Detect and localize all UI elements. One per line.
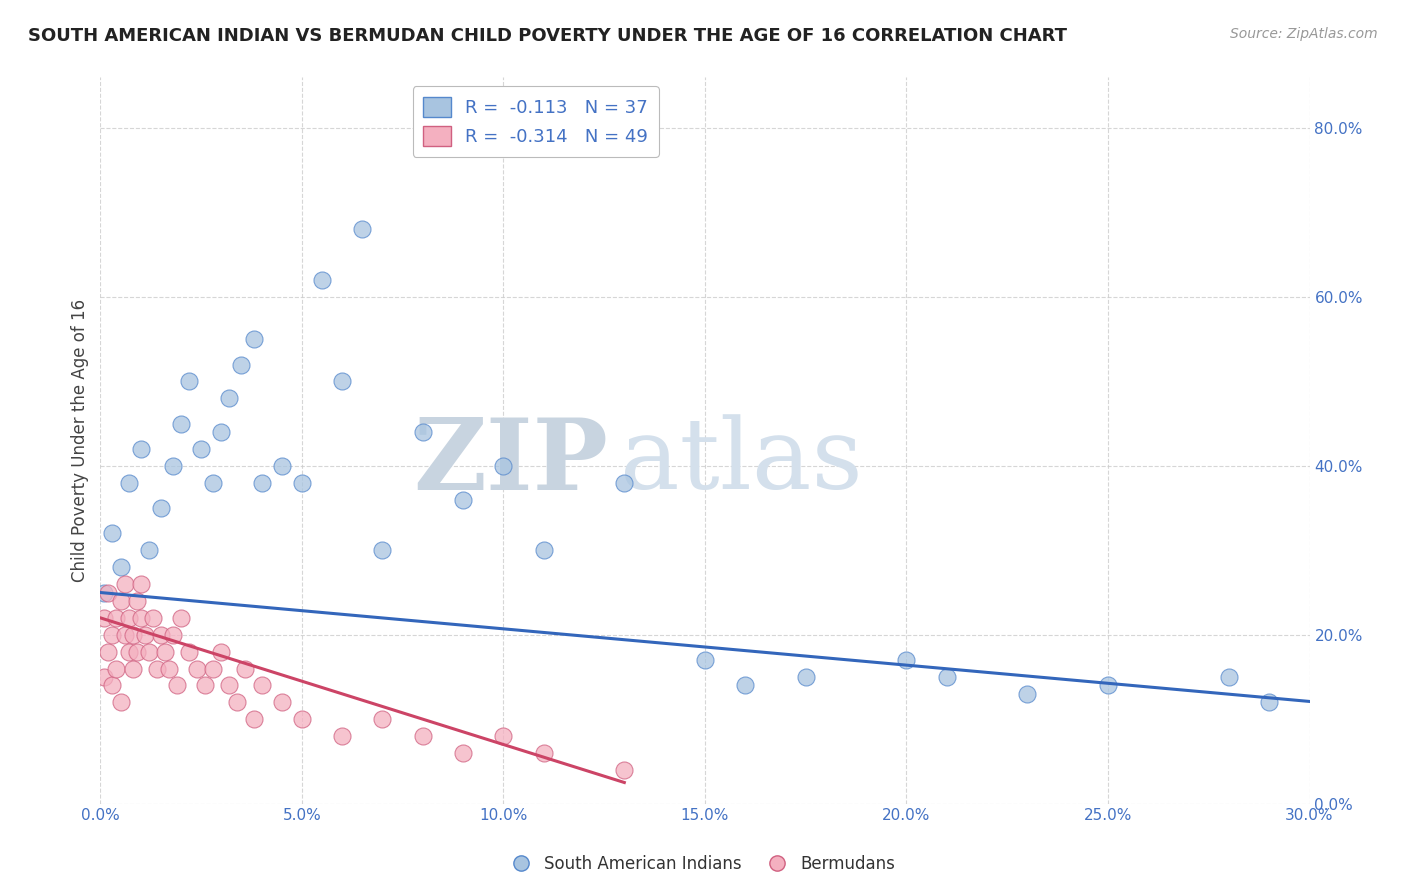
Point [186, 661, 208, 675]
Point [209, 645, 232, 659]
Point [250, 475, 273, 490]
Text: ZIP: ZIP [413, 414, 609, 511]
Point [170, 417, 193, 431]
Point [250, 678, 273, 692]
Point [149, 628, 172, 642]
Y-axis label: Child Poverty Under the Age of 16: Child Poverty Under the Age of 16 [72, 299, 89, 582]
Point [330, 375, 353, 389]
Point [202, 475, 225, 490]
Point [110, 695, 132, 709]
Point [134, 628, 156, 642]
Point [105, 611, 128, 625]
Point [162, 458, 184, 473]
Point [146, 661, 169, 675]
Point [693, 653, 716, 667]
Point [117, 645, 139, 659]
Point [371, 712, 394, 726]
Text: Source: ZipAtlas.com: Source: ZipAtlas.com [1230, 27, 1378, 41]
Point [125, 594, 148, 608]
Point [194, 678, 217, 692]
Point [117, 475, 139, 490]
Point [153, 645, 176, 659]
Point [101, 628, 124, 642]
Point [613, 763, 636, 777]
Point [114, 577, 136, 591]
Point [93, 585, 115, 599]
Point [1258, 695, 1281, 709]
Text: SOUTH AMERICAN INDIAN VS BERMUDAN CHILD POVERTY UNDER THE AGE OF 16 CORRELATION : SOUTH AMERICAN INDIAN VS BERMUDAN CHILD … [28, 27, 1067, 45]
Point [412, 729, 434, 743]
Point [613, 475, 636, 490]
Point [101, 526, 124, 541]
Point [157, 661, 180, 675]
Point [101, 678, 124, 692]
Point [93, 670, 115, 684]
Point [138, 645, 160, 659]
Point [97, 645, 120, 659]
Point [177, 645, 200, 659]
Point [110, 560, 132, 574]
Point [270, 695, 292, 709]
Point [162, 628, 184, 642]
Point [935, 670, 957, 684]
Point [451, 492, 474, 507]
Point [794, 670, 817, 684]
Point [170, 611, 193, 625]
Point [129, 577, 152, 591]
Point [1097, 678, 1119, 692]
Point [114, 628, 136, 642]
Point [121, 661, 143, 675]
Point [209, 425, 232, 439]
Point [291, 475, 314, 490]
Point [270, 458, 292, 473]
Point [734, 678, 756, 692]
Point [533, 543, 555, 558]
Point [311, 273, 333, 287]
Point [235, 661, 257, 675]
Point [352, 222, 374, 236]
Point [93, 611, 115, 625]
Point [412, 425, 434, 439]
Point [166, 678, 188, 692]
Point [896, 653, 918, 667]
Point [129, 442, 152, 456]
Point [242, 712, 264, 726]
Point [330, 729, 353, 743]
Legend: South American Indians, Bermudans: South American Indians, Bermudans [505, 848, 901, 880]
Point [218, 678, 240, 692]
Point [125, 645, 148, 659]
Point [451, 746, 474, 760]
Point [117, 611, 139, 625]
Point [492, 729, 515, 743]
Point [110, 594, 132, 608]
Point [142, 611, 165, 625]
Point [231, 358, 253, 372]
Point [1218, 670, 1240, 684]
Point [371, 543, 394, 558]
Point [202, 661, 225, 675]
Point [97, 585, 120, 599]
Point [138, 543, 160, 558]
Point [242, 332, 264, 346]
Legend: R =  -0.113   N = 37, R =  -0.314   N = 49: R = -0.113 N = 37, R = -0.314 N = 49 [412, 87, 658, 157]
Point [492, 458, 515, 473]
Point [129, 611, 152, 625]
Point [121, 628, 143, 642]
Point [177, 375, 200, 389]
Point [190, 442, 212, 456]
Point [105, 661, 128, 675]
Point [291, 712, 314, 726]
Point [218, 392, 240, 406]
Text: atlas: atlas [620, 415, 863, 510]
Point [226, 695, 249, 709]
Point [1017, 687, 1039, 701]
Point [149, 501, 172, 516]
Point [533, 746, 555, 760]
